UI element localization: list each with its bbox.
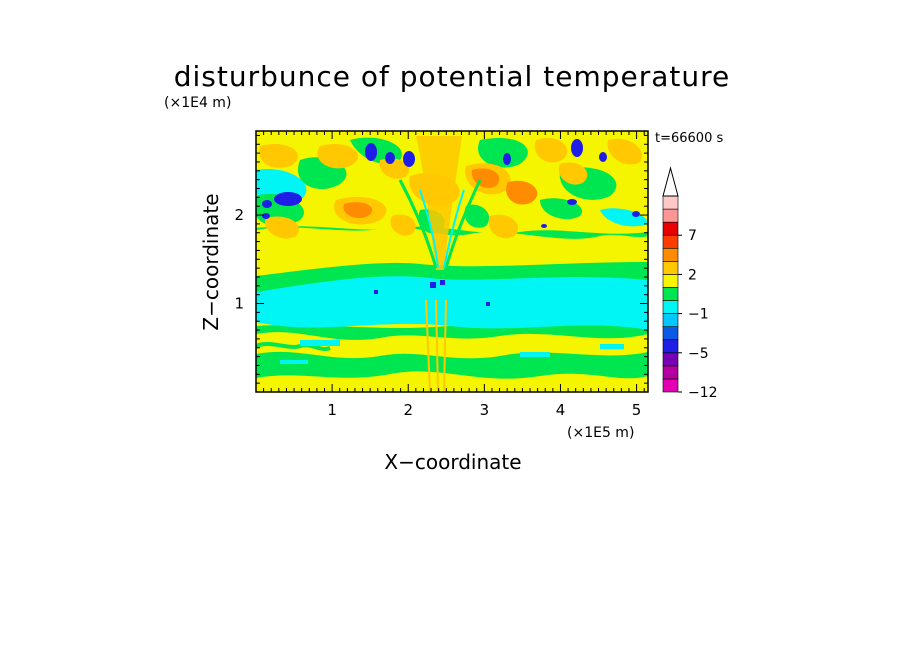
colorbar-label: −5 xyxy=(688,346,709,362)
colorbar-swatch xyxy=(662,208,679,223)
contour-field xyxy=(256,131,648,392)
x-tick-label: 5 xyxy=(632,401,642,419)
x-tick-label: 2 xyxy=(403,401,413,419)
plot-frame xyxy=(255,130,649,393)
y-tick-label: 2 xyxy=(234,206,244,224)
y-unit-label: (×1E4 m) xyxy=(164,95,231,111)
x-axis-ticks: 1 2 3 4 5 xyxy=(327,401,641,419)
minor-ticks xyxy=(256,131,648,392)
colorbar-swatch xyxy=(662,365,679,380)
colorbar-swatch xyxy=(662,221,679,236)
colorbar-label: −1 xyxy=(688,307,709,323)
colorbar xyxy=(662,166,679,393)
x-axis-label: X−coordinate xyxy=(384,450,521,474)
colorbar-swatch xyxy=(662,274,679,288)
colorbar-label: −12 xyxy=(688,385,718,401)
time-label: t=66600 s xyxy=(655,131,723,146)
colorbar-swatch xyxy=(662,339,679,354)
colorbar-swatch xyxy=(662,313,679,327)
y-tick-label: 1 xyxy=(234,295,244,313)
colorbar-swatch xyxy=(662,300,679,314)
colorbar-swatch xyxy=(662,195,679,210)
colorbar-label: 2 xyxy=(688,267,697,283)
chart-title: disturbunce of potential temperature xyxy=(174,60,731,93)
colorbar-swatch xyxy=(662,287,679,301)
colorbar-swatch xyxy=(662,352,679,367)
x-tick-label: 4 xyxy=(556,401,566,419)
y-axis-ticks: 12 xyxy=(234,206,244,312)
colorbar-swatch xyxy=(662,234,679,249)
colorbar-label: 7 xyxy=(688,228,697,244)
y-axis-label: Z−coordinate xyxy=(199,193,223,330)
x-tick-label: 3 xyxy=(480,401,490,419)
x-unit-label: (×1E5 m) xyxy=(567,425,634,441)
colorbar-labels: −12−5−127 xyxy=(678,228,718,401)
colorbar-swatch xyxy=(662,247,679,262)
x-tick-label: 1 xyxy=(327,401,337,419)
colorbar-extend-arrow xyxy=(662,166,679,197)
colorbar-swatch xyxy=(662,261,679,275)
colorbar-swatch xyxy=(662,378,679,393)
colorbar-swatch xyxy=(662,326,679,341)
